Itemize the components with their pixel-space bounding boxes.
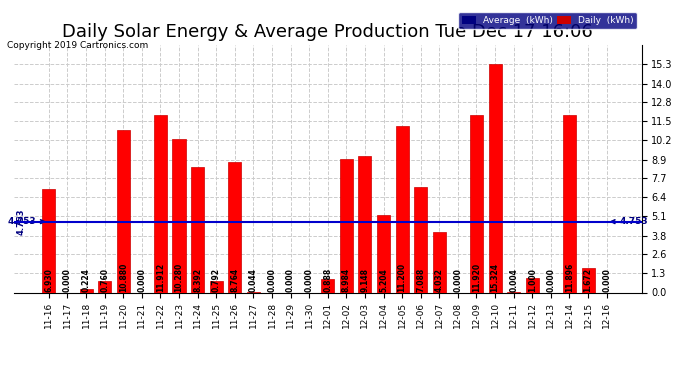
- Text: 0.000: 0.000: [305, 268, 314, 292]
- Bar: [79, 289, 92, 292]
- Text: Copyright 2019 Cartronics.com: Copyright 2019 Cartronics.com: [7, 41, 148, 50]
- Text: 10.880: 10.880: [119, 262, 128, 292]
- Text: 0.000: 0.000: [63, 268, 72, 292]
- Bar: [210, 281, 223, 292]
- Text: 0.004: 0.004: [509, 268, 518, 292]
- Text: 0.760: 0.760: [100, 268, 109, 292]
- Text: 15.324: 15.324: [491, 263, 500, 292]
- Text: 0.044: 0.044: [249, 268, 258, 292]
- Text: 10.280: 10.280: [175, 262, 184, 292]
- Text: 8.764: 8.764: [230, 268, 239, 292]
- Text: 4.753: 4.753: [7, 217, 44, 226]
- Bar: [191, 167, 204, 292]
- Bar: [563, 115, 576, 292]
- Text: 7.088: 7.088: [416, 267, 425, 292]
- Text: 0.000: 0.000: [453, 268, 462, 292]
- Text: 8.984: 8.984: [342, 268, 351, 292]
- Bar: [154, 115, 167, 292]
- Text: 5.204: 5.204: [379, 268, 388, 292]
- Text: 4.753: 4.753: [17, 209, 26, 235]
- Legend: Average  (kWh), Daily  (kWh): Average (kWh), Daily (kWh): [458, 12, 637, 29]
- Text: 6.930: 6.930: [44, 268, 53, 292]
- Text: 4.032: 4.032: [435, 268, 444, 292]
- Bar: [470, 115, 483, 292]
- Text: 11.912: 11.912: [156, 262, 165, 292]
- Bar: [340, 159, 353, 292]
- Text: 4.753: 4.753: [611, 217, 649, 226]
- Bar: [322, 279, 334, 292]
- Bar: [377, 215, 390, 292]
- Text: 0.000: 0.000: [286, 268, 295, 292]
- Bar: [489, 64, 502, 292]
- Bar: [98, 281, 111, 292]
- Text: 0.224: 0.224: [81, 268, 90, 292]
- Bar: [526, 278, 539, 292]
- Text: 11.200: 11.200: [397, 262, 406, 292]
- Text: 9.148: 9.148: [360, 268, 369, 292]
- Text: 0.000: 0.000: [602, 268, 611, 292]
- Text: 8.392: 8.392: [193, 268, 202, 292]
- Text: 0.000: 0.000: [546, 268, 555, 292]
- Text: 0.000: 0.000: [137, 268, 146, 292]
- Bar: [395, 126, 408, 292]
- Title: Daily Solar Energy & Average Production Tue Dec 17 16:06: Daily Solar Energy & Average Production …: [62, 22, 593, 40]
- Bar: [42, 189, 55, 292]
- Bar: [228, 162, 242, 292]
- Bar: [414, 187, 427, 292]
- Text: 1.672: 1.672: [584, 268, 593, 292]
- Text: 11.896: 11.896: [565, 262, 574, 292]
- Text: 11.920: 11.920: [472, 262, 481, 292]
- Bar: [358, 156, 371, 292]
- Text: 1.000: 1.000: [528, 268, 537, 292]
- Text: 0.000: 0.000: [268, 268, 277, 292]
- Text: 0.792: 0.792: [212, 268, 221, 292]
- Bar: [433, 232, 446, 292]
- Bar: [117, 130, 130, 292]
- Text: 0.888: 0.888: [323, 267, 333, 292]
- Bar: [172, 139, 186, 292]
- Bar: [582, 268, 595, 292]
